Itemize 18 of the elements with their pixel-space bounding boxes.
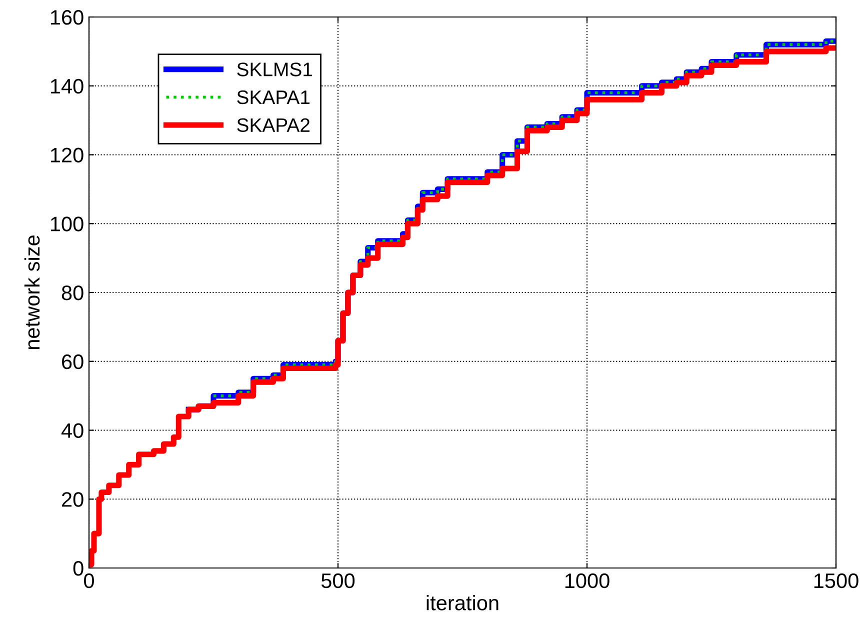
x-tick-label: 1500	[814, 573, 858, 588]
x-tick-label: 500	[321, 573, 355, 588]
y-tick-label: 140	[50, 78, 84, 94]
x-axis-title: iteration	[426, 595, 498, 610]
x-tick-label: 0	[84, 573, 94, 588]
x-tick-label: 1000	[565, 573, 610, 588]
y-tick-label: 0	[73, 561, 84, 576]
y-tick-label: 60	[62, 354, 84, 370]
y-tick-label: 80	[62, 286, 84, 300]
y-tick-label: 40	[61, 423, 84, 438]
y-tick-label: 160	[50, 10, 84, 25]
y-axis-title: network size	[24, 236, 40, 350]
y-tick-label: 120	[50, 148, 84, 163]
legend-label: SKLMS1	[237, 62, 312, 76]
legend-label: SKAPA1	[237, 90, 310, 104]
legend-label: SKAPA2	[237, 118, 310, 132]
y-tick-label: 20	[62, 492, 84, 507]
y-tick-label: 100	[50, 216, 84, 232]
